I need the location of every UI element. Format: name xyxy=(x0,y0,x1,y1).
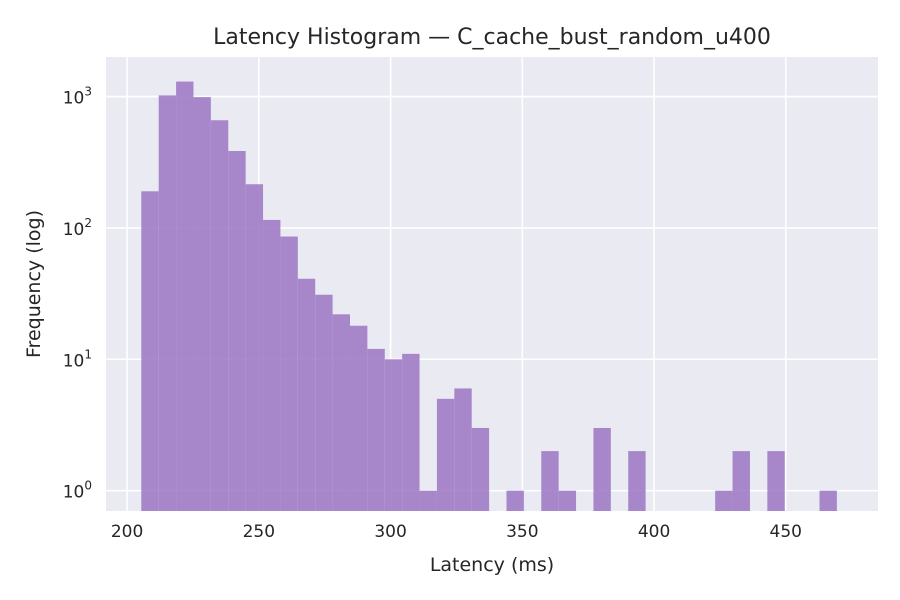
histogram-bar xyxy=(559,491,576,511)
histogram-bar xyxy=(541,451,558,511)
histogram-bar xyxy=(211,120,228,511)
histogram-bar xyxy=(767,451,784,511)
x-axis-label: Latency (ms) xyxy=(430,554,554,576)
x-tick-label: 450 xyxy=(770,522,802,542)
histogram-bar xyxy=(228,151,245,511)
histogram-bar xyxy=(506,491,523,511)
y-tick-label: 102 xyxy=(63,216,92,240)
y-axis-ticks: 100 101 102 103 xyxy=(63,85,92,503)
x-tick-label: 300 xyxy=(374,522,406,542)
y-axis-label: Frequency (log) xyxy=(23,210,45,358)
histogram-bar xyxy=(733,451,750,511)
histogram-bar xyxy=(263,220,280,511)
histogram-bar xyxy=(333,314,350,511)
histogram-bar xyxy=(159,95,176,511)
histogram-bar xyxy=(437,399,454,511)
histogram-bar xyxy=(385,359,402,511)
histogram-bar xyxy=(402,354,419,511)
histogram-bar xyxy=(298,279,315,511)
y-tick-label: 103 xyxy=(63,85,92,109)
x-tick-label: 250 xyxy=(243,522,275,542)
histogram-bar xyxy=(420,491,437,511)
x-axis-ticks: 200 250 300 350 400 450 xyxy=(111,522,802,542)
y-tick-label: 100 xyxy=(63,479,92,503)
x-tick-label: 350 xyxy=(506,522,538,542)
histogram-bar xyxy=(454,388,471,511)
histogram-bar xyxy=(246,184,263,511)
histogram-bar xyxy=(628,451,645,511)
x-tick-label: 400 xyxy=(638,522,670,542)
histogram-bar xyxy=(280,237,297,511)
histogram-bar xyxy=(715,491,732,511)
histogram-bar xyxy=(141,191,158,511)
histogram-bar xyxy=(350,326,367,511)
chart-title: Latency Histogram — C_cache_bust_random_… xyxy=(213,25,771,50)
histogram-bar xyxy=(315,295,332,511)
histogram-bar xyxy=(820,491,837,511)
x-tick-label: 200 xyxy=(111,522,143,542)
y-tick-label: 101 xyxy=(63,347,92,371)
histogram-bar xyxy=(472,428,489,511)
histogram-bar xyxy=(367,349,384,511)
histogram-bar xyxy=(193,97,210,511)
histogram-bar xyxy=(176,82,193,511)
histogram-bar xyxy=(593,428,610,511)
